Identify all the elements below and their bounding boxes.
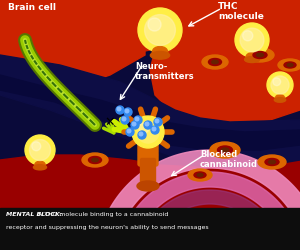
Ellipse shape [188, 169, 212, 181]
Circle shape [134, 116, 142, 124]
Polygon shape [0, 75, 300, 150]
Ellipse shape [82, 153, 108, 167]
Text: receptor and suppressing the neuron's ability to send messages: receptor and suppressing the neuron's ab… [6, 225, 208, 230]
Polygon shape [0, 155, 300, 250]
Circle shape [148, 18, 161, 31]
Polygon shape [150, 0, 300, 122]
Circle shape [138, 8, 182, 52]
Circle shape [138, 131, 146, 139]
Circle shape [145, 122, 149, 126]
Circle shape [135, 117, 139, 121]
Ellipse shape [278, 59, 300, 71]
Circle shape [121, 116, 129, 124]
Text: Brain cell: Brain cell [8, 3, 56, 12]
FancyBboxPatch shape [140, 158, 155, 186]
Text: Neuro-
transmitters: Neuro- transmitters [135, 62, 195, 82]
Circle shape [240, 28, 264, 52]
Circle shape [132, 122, 136, 126]
Circle shape [126, 128, 134, 136]
Circle shape [25, 135, 55, 165]
Ellipse shape [92, 158, 98, 162]
Polygon shape [0, 55, 300, 168]
Ellipse shape [275, 95, 285, 101]
Ellipse shape [287, 64, 293, 66]
Ellipse shape [212, 60, 218, 64]
Circle shape [131, 121, 139, 129]
FancyBboxPatch shape [138, 142, 158, 166]
Ellipse shape [210, 142, 240, 158]
Ellipse shape [265, 158, 279, 166]
Circle shape [271, 76, 289, 94]
Ellipse shape [246, 53, 258, 61]
Circle shape [145, 14, 176, 46]
Circle shape [124, 108, 132, 116]
Circle shape [122, 117, 126, 121]
Ellipse shape [150, 52, 170, 59]
Ellipse shape [152, 46, 168, 58]
Ellipse shape [258, 155, 286, 169]
Ellipse shape [208, 58, 221, 66]
Ellipse shape [253, 52, 267, 59]
Polygon shape [117, 172, 300, 250]
Circle shape [243, 31, 253, 41]
Ellipse shape [194, 172, 206, 178]
Circle shape [132, 116, 164, 148]
Circle shape [267, 72, 293, 98]
Ellipse shape [274, 98, 286, 102]
Circle shape [32, 142, 41, 151]
Circle shape [137, 121, 159, 143]
Polygon shape [0, 0, 300, 65]
Ellipse shape [33, 164, 46, 170]
Ellipse shape [137, 181, 159, 191]
Ellipse shape [197, 174, 203, 176]
Text: MENTAL BLOCK:: MENTAL BLOCK: [6, 212, 64, 217]
Circle shape [139, 123, 149, 133]
Ellipse shape [256, 53, 263, 57]
Ellipse shape [88, 156, 101, 164]
Ellipse shape [218, 146, 232, 154]
Circle shape [273, 78, 281, 86]
Ellipse shape [35, 161, 45, 169]
Polygon shape [0, 208, 300, 250]
Circle shape [125, 109, 129, 113]
Circle shape [151, 126, 159, 134]
Circle shape [116, 106, 124, 114]
Polygon shape [135, 190, 285, 250]
Circle shape [155, 119, 159, 123]
Circle shape [235, 23, 269, 57]
Text: Blocked
cannabinoid: Blocked cannabinoid [200, 150, 258, 170]
Circle shape [139, 132, 143, 136]
Text: THC
molecule: THC molecule [218, 2, 264, 21]
Polygon shape [0, 0, 145, 85]
Text: A THC molecule binding to a cannabinoid: A THC molecule binding to a cannabinoid [38, 212, 168, 217]
Ellipse shape [268, 160, 275, 164]
Circle shape [117, 107, 121, 111]
Circle shape [152, 127, 156, 131]
Text: ✕: ✕ [105, 116, 115, 128]
Circle shape [127, 129, 131, 133]
Circle shape [29, 140, 50, 160]
Polygon shape [95, 150, 300, 250]
Ellipse shape [284, 62, 296, 68]
Ellipse shape [221, 148, 229, 152]
Circle shape [144, 121, 152, 129]
Circle shape [154, 118, 162, 126]
Ellipse shape [202, 55, 228, 69]
Ellipse shape [246, 48, 274, 62]
Ellipse shape [244, 56, 260, 62]
